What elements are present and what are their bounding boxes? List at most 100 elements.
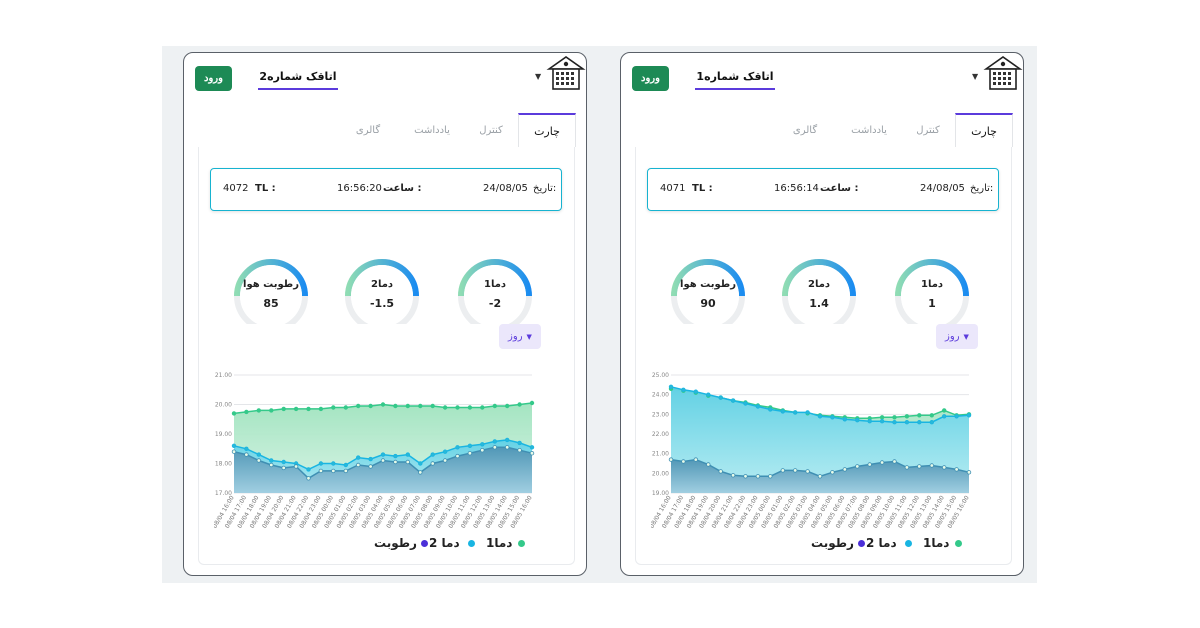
legend-swatch [955, 539, 963, 547]
tab-notes[interactable]: یادداشت [851, 124, 887, 136]
data-point [966, 470, 972, 475]
gauge-face [677, 265, 739, 324]
data-point [405, 459, 410, 465]
legend-item-t1[interactable]: دما1 [486, 536, 526, 550]
legend-swatch [467, 539, 475, 547]
y-tick-label: 17.00 [215, 490, 232, 497]
gauge-temp2: دما2 -1.5 [343, 256, 421, 324]
gauge-face [464, 265, 526, 324]
data-point [805, 410, 810, 415]
data-point [281, 465, 286, 471]
gauge-face [788, 265, 850, 324]
y-tick-label: 20.00 [652, 470, 669, 477]
time-value: 16:56:20 [337, 183, 382, 194]
data-point [467, 450, 473, 456]
legend-item-t1[interactable]: دما1 [923, 536, 963, 550]
data-point [293, 406, 299, 412]
data-point [430, 461, 435, 466]
tl-value: 4072 [223, 183, 249, 194]
gauge-arc [782, 259, 856, 324]
legend-item-humidity[interactable]: رطوبت [374, 536, 428, 550]
data-point [917, 413, 922, 418]
data-point [929, 463, 934, 468]
legend-item-humidity[interactable]: رطوبت [811, 536, 865, 550]
data-point [780, 468, 785, 473]
gauge-arc [895, 259, 969, 324]
data-point [393, 459, 398, 465]
y-tick-label: 21.00 [215, 372, 232, 379]
login-button[interactable]: ورود [632, 66, 669, 91]
data-point [418, 461, 423, 466]
data-point [455, 453, 460, 459]
data-point [231, 411, 237, 416]
data-point [966, 413, 972, 418]
data-point [269, 458, 274, 463]
data-point [231, 449, 237, 454]
data-point [529, 450, 535, 456]
room-card-2: ورود اتاقک شماره2 ▼ چارت کنترل یادداشت گ… [183, 52, 587, 576]
data-point [306, 476, 311, 481]
data-point [529, 400, 535, 406]
data-point [792, 468, 798, 473]
tab-notes[interactable]: یادداشت [414, 124, 450, 136]
gauge-temp2: دما2 1.4 [780, 256, 858, 324]
tab-gallery[interactable]: گالری [792, 124, 818, 136]
data-point [842, 417, 847, 422]
building-logo-icon [983, 56, 1023, 90]
data-point [917, 420, 922, 425]
data-point [529, 445, 535, 450]
data-point [755, 474, 761, 479]
legend-label: دما1 [486, 536, 513, 550]
data-point [743, 474, 748, 479]
data-point [954, 414, 959, 419]
data-point [455, 445, 460, 450]
range-dropdown[interactable]: روز ▼ [936, 324, 978, 349]
data-point [442, 405, 448, 410]
data-point [768, 407, 773, 412]
data-point [405, 403, 410, 409]
data-point [517, 447, 522, 453]
tl-label: TL : [255, 183, 276, 194]
data-point [780, 409, 785, 414]
data-point [842, 467, 847, 472]
data-point [281, 459, 286, 465]
login-button[interactable]: ورود [195, 66, 232, 91]
data-point [430, 403, 435, 409]
history-chart: 25.0024.0023.0022.0021.0020.0019.0008/04… [651, 372, 972, 530]
time-label: ساعت : [383, 183, 422, 194]
data-point [681, 387, 686, 392]
building-logo-icon [546, 56, 586, 90]
room-selector[interactable]: اتاقک شماره1 [695, 66, 775, 90]
legend-item-t2[interactable]: دما 2 [866, 536, 912, 550]
tab-control[interactable]: کنترل [479, 124, 503, 136]
y-tick-label: 18.00 [215, 461, 232, 468]
status-info-bar: 4071 TL : 16:56:14 ساعت : 24/08/05 تاریخ… [647, 168, 999, 211]
time-label: ساعت : [820, 183, 859, 194]
data-point [879, 419, 885, 424]
data-point [368, 403, 373, 409]
data-point [306, 406, 311, 412]
data-point [256, 458, 261, 463]
data-point [904, 414, 910, 419]
chevron-down-icon[interactable]: ▼ [535, 72, 542, 81]
chevron-down-icon[interactable]: ▼ [972, 72, 979, 81]
data-point [706, 462, 711, 467]
date-value: 24/08/05 [920, 183, 965, 194]
tab-control[interactable]: کنترل [916, 124, 940, 136]
legend-item-t2[interactable]: دما 2 [429, 536, 475, 550]
tab-chart[interactable]: چارت [955, 113, 1013, 147]
tab-gallery[interactable]: گالری [355, 124, 381, 136]
data-point [855, 464, 860, 469]
room-selector[interactable]: اتاقک شماره2 [258, 66, 338, 90]
data-point [244, 452, 249, 457]
data-point [368, 464, 373, 469]
data-point [929, 420, 934, 425]
data-point [929, 413, 934, 418]
range-dropdown[interactable]: روز ▼ [499, 324, 541, 349]
data-point [430, 452, 435, 457]
gauge-label: رطوبت هوا [680, 279, 736, 290]
gauge-label: رطوبت هوا [243, 279, 299, 290]
tab-chart[interactable]: چارت [518, 113, 576, 147]
data-point [904, 420, 910, 425]
data-point [269, 408, 274, 413]
